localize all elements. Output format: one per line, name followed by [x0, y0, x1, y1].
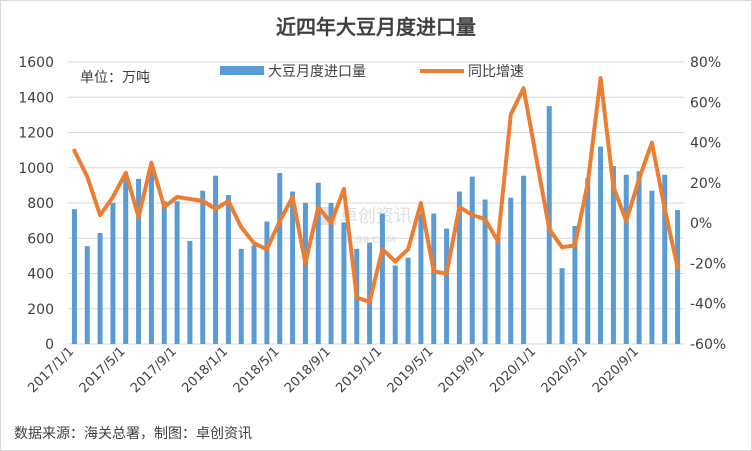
- y-left-tick-label: 400: [27, 267, 54, 283]
- bar: [572, 225, 578, 344]
- bar: [136, 178, 142, 344]
- bar: [71, 209, 77, 344]
- grid-lines: [68, 61, 684, 345]
- bar: [302, 203, 308, 344]
- bar: [456, 191, 462, 344]
- bar: [200, 190, 206, 344]
- bar: [444, 228, 450, 344]
- bar: [315, 182, 321, 344]
- bar: [161, 201, 167, 344]
- legend-line-label: 同比增速: [468, 64, 524, 80]
- bar: [84, 246, 90, 344]
- bar: [123, 175, 129, 344]
- bar: [110, 202, 116, 344]
- bar: [174, 201, 180, 344]
- bar: [469, 176, 475, 344]
- chart-title: 近四年大豆月度进口量: [276, 15, 476, 39]
- source-note: 数据来源：海关总署，制图：卓创资讯: [14, 426, 252, 442]
- bar: [251, 245, 257, 344]
- y-right-tick-label: -60%: [690, 337, 726, 353]
- bar: [97, 232, 103, 344]
- y-left-tick-label: 200: [27, 302, 54, 318]
- bar: [649, 190, 655, 344]
- growth-line: [72, 76, 680, 304]
- y-right-tick-label: 20%: [690, 176, 721, 192]
- y-right-tick-label: 80%: [690, 55, 721, 71]
- bar: [418, 213, 424, 344]
- bar: [367, 242, 373, 344]
- bar: [238, 248, 244, 344]
- watermark-text: 卓创资讯: [340, 206, 412, 227]
- legend-bar-label: 大豆月度进口量: [268, 64, 366, 80]
- y-left-tick-label: 0: [45, 337, 54, 353]
- bar: [482, 199, 488, 344]
- bar: [341, 222, 347, 344]
- watermark-sub-text: SCI99.COM: [340, 235, 396, 246]
- y-right-tick-label: 40%: [690, 136, 721, 152]
- bar: [662, 174, 668, 344]
- bar: [508, 197, 514, 344]
- bar: [213, 175, 219, 344]
- bar: [405, 257, 411, 344]
- bar: [264, 221, 270, 344]
- bar: [623, 174, 629, 344]
- bar: [675, 210, 681, 344]
- y-left-tick-label: 600: [27, 231, 54, 247]
- y-left-tick-label: 1600: [18, 55, 54, 71]
- bar: [495, 238, 501, 344]
- y-left-tick-label: 800: [27, 196, 54, 212]
- y-axis-right: -60% -40% -20% 0% 20% 40% 60% 80%: [690, 55, 726, 353]
- bar: [585, 178, 591, 344]
- bar: [290, 191, 296, 344]
- legend-bar-swatch: [220, 66, 264, 75]
- legend: 大豆月度进口量 同比增速: [220, 64, 524, 80]
- bar: [431, 213, 437, 344]
- y-left-tick-label: 1000: [18, 161, 54, 177]
- y-right-tick-label: 0%: [690, 216, 712, 232]
- y-left-tick-label: 1400: [18, 90, 54, 106]
- bar: [610, 165, 616, 344]
- bar: [277, 173, 283, 344]
- bar: [379, 213, 385, 344]
- unit-label: 单位：万吨: [80, 70, 150, 86]
- bar: [559, 268, 565, 344]
- bar: [187, 240, 193, 344]
- bar: [521, 175, 527, 344]
- y-right-tick-label: -40%: [690, 297, 726, 313]
- y-left-tick-label: 1200: [18, 126, 54, 142]
- bar: [148, 166, 154, 344]
- bar: [636, 171, 642, 344]
- y-right-tick-label: 60%: [690, 95, 721, 111]
- bar: [328, 203, 334, 344]
- bar: [392, 265, 398, 344]
- line-series: [72, 76, 680, 304]
- y-axis-left: 0 200 400 600 800 1000 1200 1400 1600: [18, 55, 54, 353]
- y-right-tick-label: -20%: [690, 256, 726, 272]
- bar: [225, 195, 231, 344]
- bar: [598, 146, 604, 344]
